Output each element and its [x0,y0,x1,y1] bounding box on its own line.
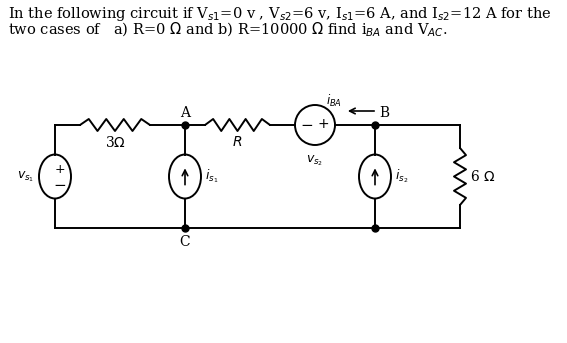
Text: $i_{BA}$: $i_{BA}$ [326,93,342,109]
Text: $i_{s_2}$: $i_{s_2}$ [395,168,408,185]
Text: two cases of   a) R=0 $\Omega$ and b) R=10000 $\Omega$ find i$_{BA}$ and V$_{AC}: two cases of a) R=0 $\Omega$ and b) R=10… [8,21,448,39]
Text: C: C [180,235,191,249]
Text: 3$\Omega$: 3$\Omega$ [104,135,125,150]
Text: 6 $\Omega$: 6 $\Omega$ [470,169,496,184]
Text: B: B [379,106,389,120]
Text: In the following circuit if V$_{s1}$=0 v , V$_{s2}$=6 v, I$_{s1}$=6 A, and I$_{s: In the following circuit if V$_{s1}$=0 v… [8,5,552,23]
Text: A: A [180,106,190,120]
Text: $v_{s_2}$: $v_{s_2}$ [306,153,324,168]
Text: $+$: $+$ [54,163,66,176]
Text: $+$: $+$ [317,117,329,131]
Text: $i_{s_1}$: $i_{s_1}$ [205,168,218,185]
Text: $-$: $-$ [53,177,66,191]
Text: $R$: $R$ [232,135,243,149]
Text: $v_{s_1}$: $v_{s_1}$ [17,169,34,184]
Text: $-$: $-$ [301,117,314,131]
